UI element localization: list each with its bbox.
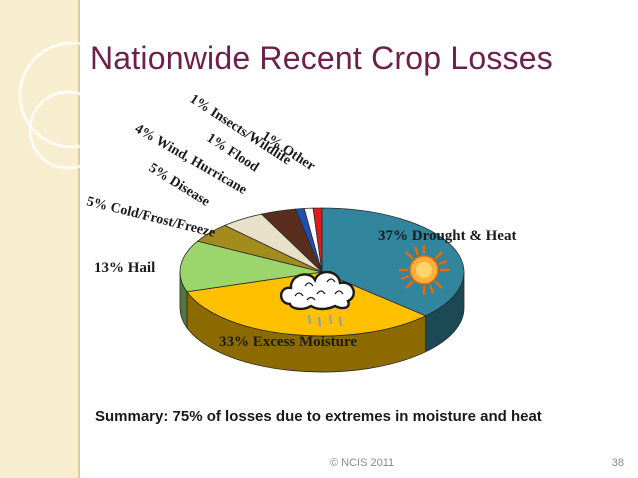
pie-slice-13-hail bbox=[179, 240, 323, 293]
pie-slice-1-other bbox=[312, 207, 323, 273]
sun-icon bbox=[399, 245, 449, 295]
slice-label-33-excess-moisture: 33% Excess Moisture bbox=[219, 334, 357, 350]
sidebar-divider bbox=[78, 0, 80, 478]
sidebar-panel bbox=[0, 0, 78, 478]
slice-label-13-hail: 13% Hail bbox=[94, 260, 155, 276]
slice-label-37-drought-heat: 37% Drought & Heat bbox=[378, 228, 516, 244]
pie-slice-37-drought-heat bbox=[321, 207, 465, 317]
page-number: 38 bbox=[611, 457, 624, 469]
rain-cloud-icon bbox=[279, 270, 355, 327]
footer-copyright: © NCIS 2011 bbox=[330, 457, 395, 469]
slide-title: Nationwide Recent Crop Losses bbox=[90, 40, 553, 76]
crop-loss-pie-chart: 37% Drought & Heat 33% Excess Moisture 13%… bbox=[85, 92, 516, 373]
summary-text: Summary: 75% of losses due to extremes i… bbox=[95, 408, 542, 425]
pie-group bbox=[179, 207, 465, 373]
decorative-rings bbox=[18, 41, 126, 170]
